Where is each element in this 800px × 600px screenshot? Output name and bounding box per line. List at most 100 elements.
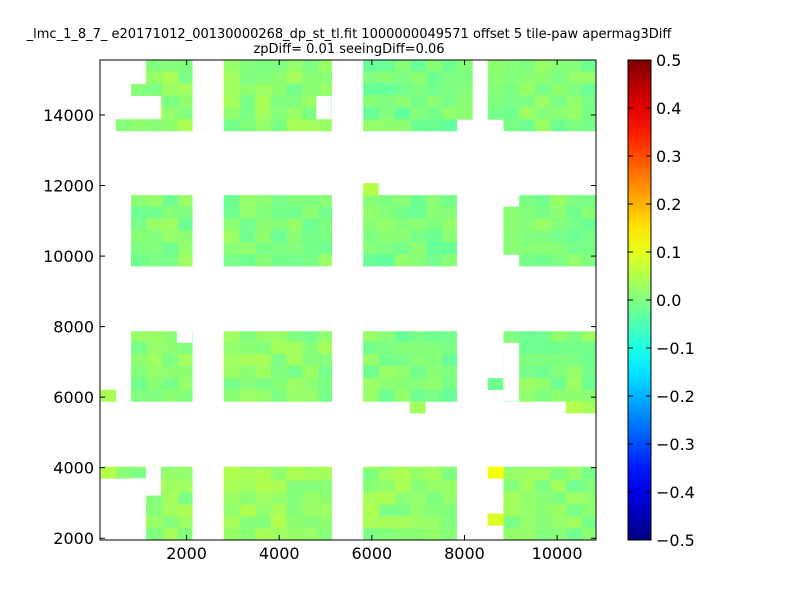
heatmap-cell: [426, 365, 443, 378]
heatmap-cell: [131, 218, 148, 231]
heatmap-cell: [410, 206, 427, 219]
heatmap-cell: [302, 365, 319, 378]
heatmap-cell: [503, 468, 520, 481]
heatmap-cell: [255, 253, 272, 267]
heatmap-cell: [534, 389, 552, 402]
heatmap-gap: [131, 60, 146, 84]
heatmap-cell: [363, 516, 380, 529]
heatmap-cell: [426, 480, 443, 493]
heatmap-cell: [410, 365, 427, 378]
heatmap-cell: [223, 353, 240, 366]
heatmap-cell: [410, 468, 427, 481]
heatmap-cell: [550, 206, 567, 219]
heatmap-cell: [178, 94, 193, 108]
heatmap-cell: [426, 60, 443, 72]
heatmap-cell: [582, 218, 597, 231]
heatmap-cell: [503, 106, 520, 120]
heatmap-cell: [255, 82, 272, 96]
heatmap-cell: [223, 528, 240, 541]
heatmap-cell: [378, 466, 395, 469]
heatmap-cell: [426, 492, 443, 505]
heatmap-cell: [394, 492, 411, 505]
heatmap-cell: [456, 71, 473, 84]
heatmap-cell: [394, 241, 411, 255]
colorbar-tick-label: 0.2: [656, 195, 681, 214]
heatmap-cell: [534, 218, 552, 231]
heatmap-cell: [441, 195, 457, 207]
heatmap-cell: [302, 377, 319, 390]
heatmap-cell: [394, 229, 411, 243]
heatmap-cell: [162, 60, 179, 72]
heatmap-cell: [100, 389, 117, 402]
heatmap-cell: [302, 466, 319, 469]
heatmap-cell: [255, 389, 272, 402]
heatmap-cell: [582, 253, 597, 267]
heatmap-cell: [582, 241, 597, 255]
heatmap-cell: [378, 229, 395, 243]
heatmap-cell: [162, 377, 179, 390]
colorbar-gradient: [628, 60, 651, 540]
heatmap-cell: [426, 241, 443, 255]
heatmap-cell: [239, 528, 256, 541]
heatmap-cell: [178, 377, 193, 390]
heatmap-cell: [239, 466, 256, 469]
heatmap-cell: [255, 377, 272, 390]
heatmap-cell: [239, 516, 256, 529]
heatmap-cell: [178, 206, 193, 219]
heatmap-cell: [318, 82, 332, 96]
heatmap-cell: [410, 528, 427, 541]
heatmap-cell: [534, 492, 552, 505]
heatmap-cell: [534, 516, 552, 529]
heatmap-cell: [581, 401, 597, 414]
heatmap-cell: [318, 466, 332, 469]
heatmap-cell: [394, 341, 411, 354]
heatmap-cell: [223, 341, 240, 354]
heatmap-cell: [178, 492, 193, 505]
heatmap-cell: [162, 353, 179, 366]
heatmap-cell: [223, 516, 240, 529]
heatmap-cell: [441, 118, 457, 132]
heatmap-cell: [255, 218, 272, 231]
heatmap-cell: [223, 466, 240, 469]
heatmap-cell: [566, 118, 583, 132]
heatmap-cell: [162, 528, 179, 541]
heatmap-cell: [239, 377, 256, 390]
heatmap-cell: [162, 341, 179, 354]
heatmap-cell: [550, 118, 567, 132]
heatmap-cell: [286, 70, 303, 84]
heatmap-cell: [286, 365, 303, 378]
heatmap-cell: [255, 516, 272, 529]
heatmap-cell: [394, 106, 411, 120]
heatmap-cell: [566, 195, 583, 207]
heatmap-cell: [131, 341, 148, 354]
heatmap-cell: [162, 253, 179, 267]
heatmap-cell: [286, 468, 303, 481]
heatmap-cell: [162, 468, 179, 481]
heatmap-cell: [270, 504, 288, 517]
heatmap-cell: [146, 331, 163, 342]
heatmap-cell: [239, 218, 256, 231]
heatmap-cell: [239, 341, 256, 354]
heatmap-cell: [146, 82, 163, 96]
heatmap-cell: [131, 241, 148, 255]
heatmap-cell: [270, 218, 288, 231]
heatmap-cell: [566, 353, 583, 366]
heatmap-cell: [410, 331, 427, 342]
heatmap-cell: [270, 118, 288, 132]
heatmap-cell: [239, 492, 256, 505]
x-axis: 2000 4000 6000 8000 10000: [166, 60, 583, 563]
heatmap-cell: [456, 95, 473, 108]
heatmap-cell: [270, 195, 288, 207]
heatmap-cell: [566, 106, 583, 120]
x-tick-label: 6000: [351, 544, 392, 563]
heatmap-cell: [566, 94, 583, 108]
heatmap-cell: [410, 389, 427, 402]
heatmap-cell: [318, 241, 332, 255]
y-tick-label: 4000: [53, 459, 94, 478]
heatmap-cell: [302, 389, 319, 402]
colorbar-tick-label: 0.4: [656, 99, 681, 118]
heatmap-cell: [302, 218, 319, 231]
heatmap-cell: [394, 206, 411, 219]
x-tick-label: 10000: [532, 544, 583, 563]
heatmap-cell: [394, 118, 411, 132]
